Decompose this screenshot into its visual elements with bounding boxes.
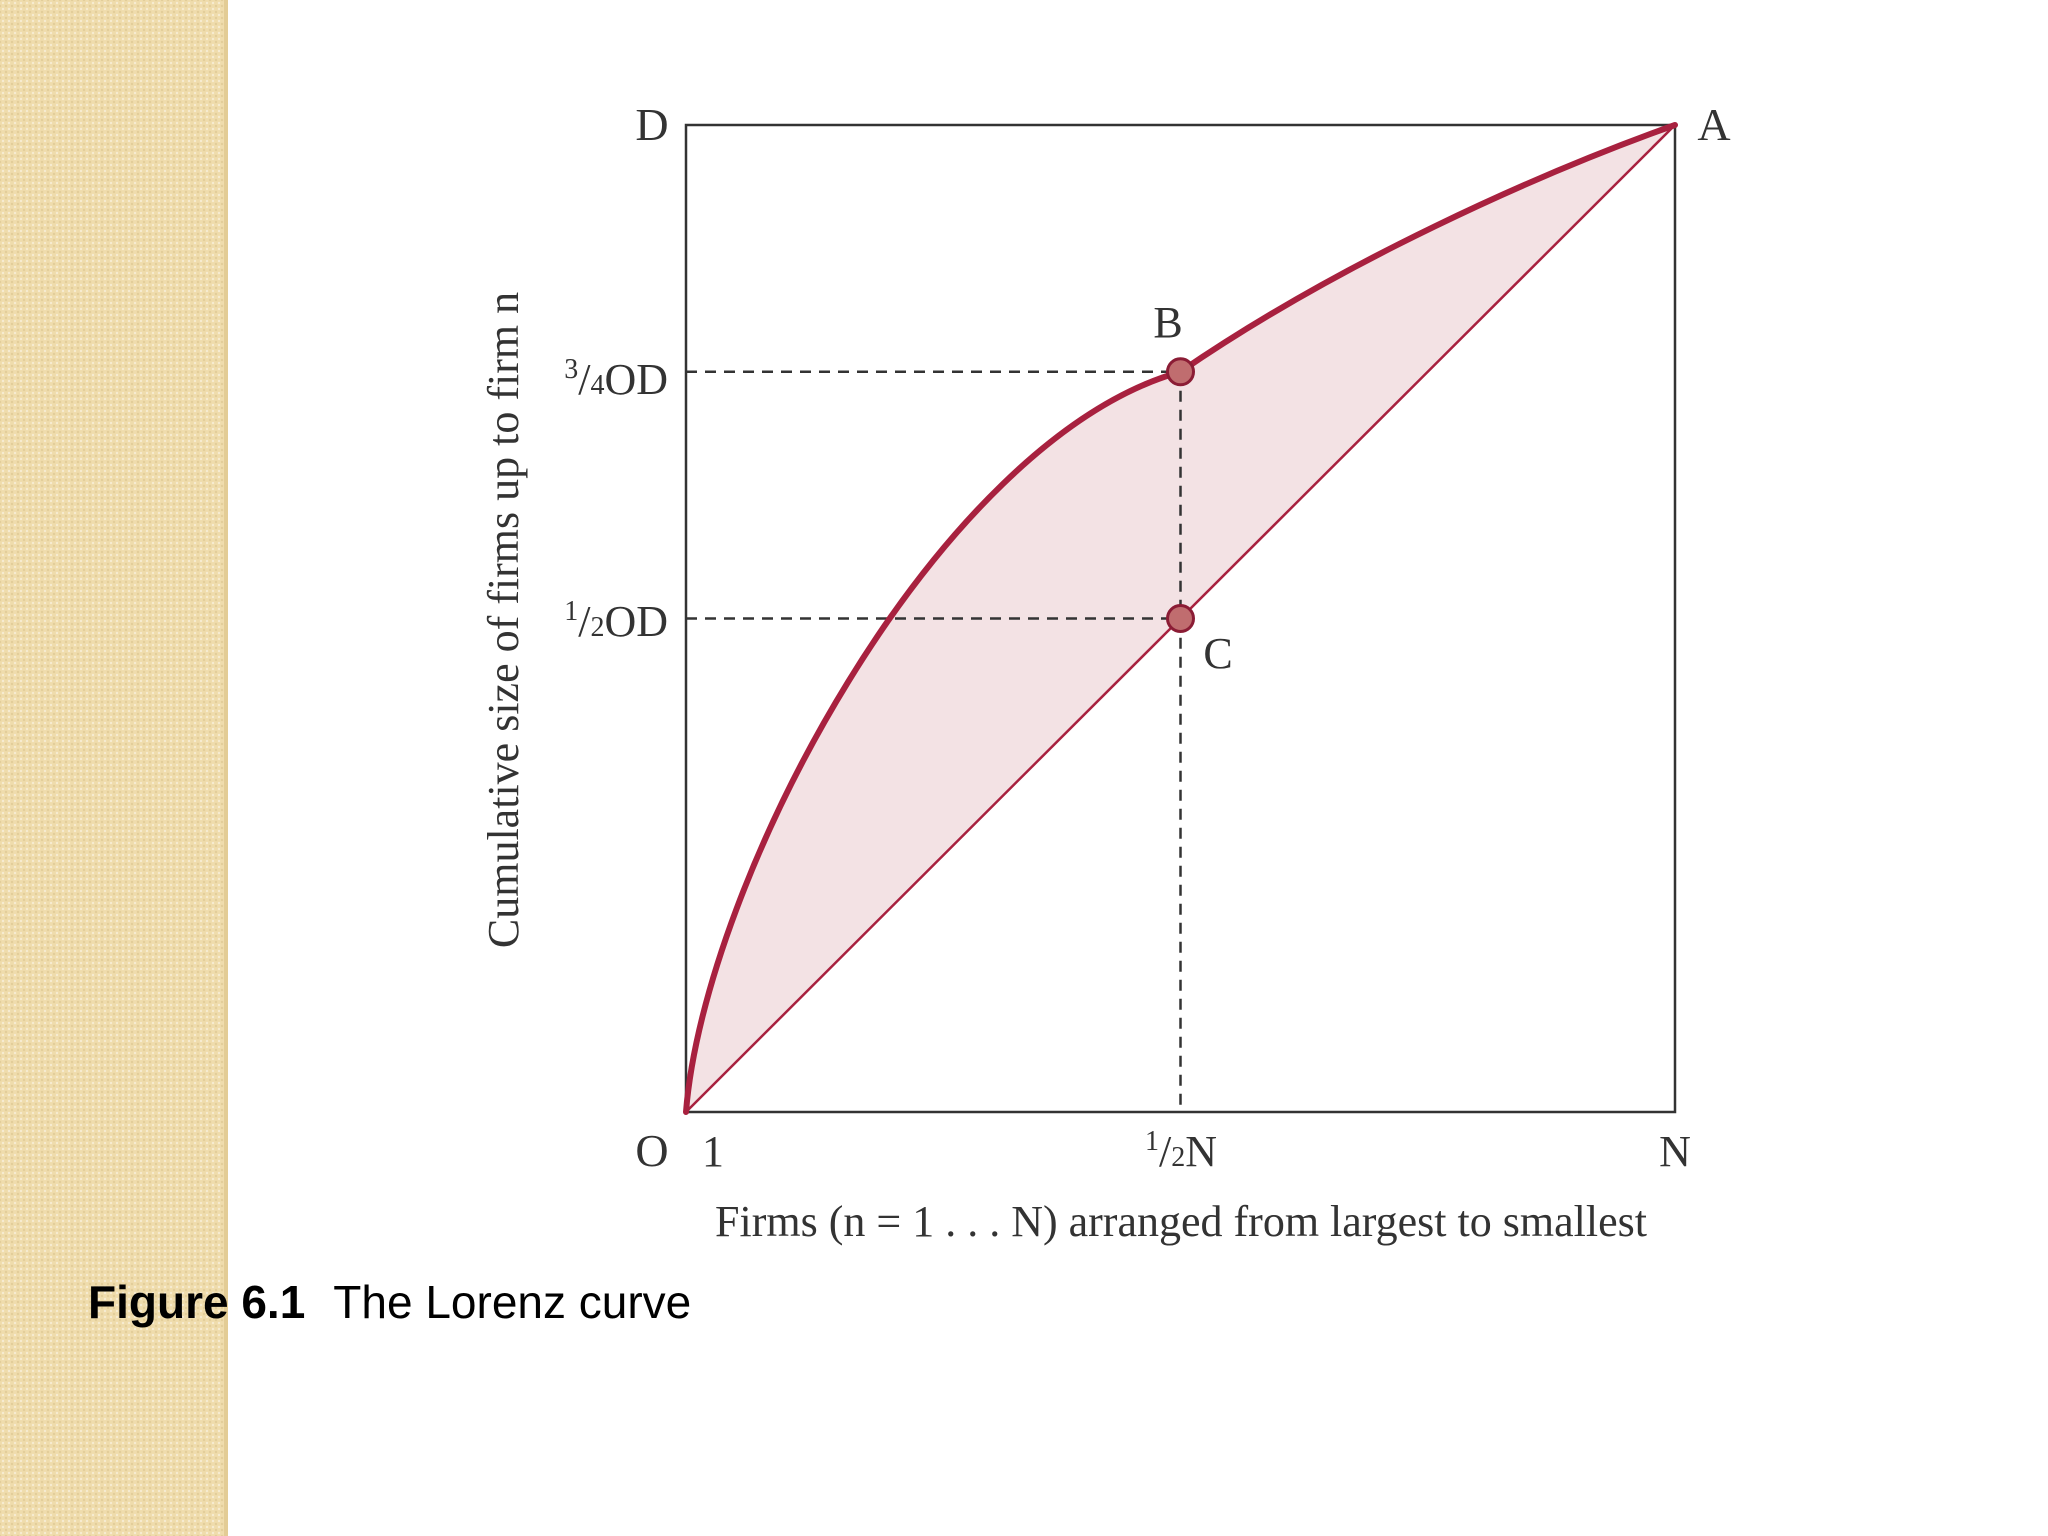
decorative-side-band [0, 0, 228, 1536]
y-mark-three-quarters-den: 4 [590, 370, 604, 401]
x-tick-last: N [1659, 1127, 1691, 1176]
y-mark-half-slash: / [578, 597, 591, 646]
x-tick-half: 1/2N [1145, 1126, 1217, 1176]
y-mark-three-quarters: 3/4OD [564, 354, 668, 404]
figure-number: Figure 6.1 [88, 1276, 306, 1328]
x-tick-first: 1 [702, 1127, 724, 1176]
y-mark-half: 1/2OD [564, 596, 668, 646]
lorenz-curve [683, 122, 1678, 1115]
corner-label-o: O [635, 1125, 668, 1176]
corner-label-a: A [1697, 99, 1730, 150]
y-mark-half-num: 1 [564, 596, 578, 627]
point-c-label: C [1203, 629, 1232, 678]
figure-caption: Figure 6.1 The Lorenz curve [88, 1275, 691, 1329]
figure-title: The Lorenz curve [333, 1276, 692, 1328]
y-mark-three-quarters-num: 3 [564, 354, 578, 385]
y-mark-half-den: 2 [590, 612, 604, 643]
y-mark-three-quarters-suffix: OD [604, 355, 668, 404]
y-mark-three-quarters-slash: / [578, 355, 591, 404]
point-b-marker [1166, 357, 1195, 387]
x-tick-half-suffix: N [1185, 1127, 1217, 1176]
x-tick-half-slash: / [1159, 1127, 1172, 1176]
x-tick-half-den: 2 [1171, 1142, 1185, 1173]
y-axis-label: Cumulative size of firms up to firm n [479, 292, 528, 948]
corner-label-d: D [635, 99, 668, 150]
x-axis-label: Firms (n = 1 . . . N) arranged from larg… [715, 1197, 1647, 1246]
y-mark-half-suffix: OD [604, 597, 668, 646]
point-b-label: B [1153, 298, 1182, 347]
point-c-marker [1166, 604, 1195, 633]
x-tick-half-num: 1 [1145, 1126, 1159, 1157]
